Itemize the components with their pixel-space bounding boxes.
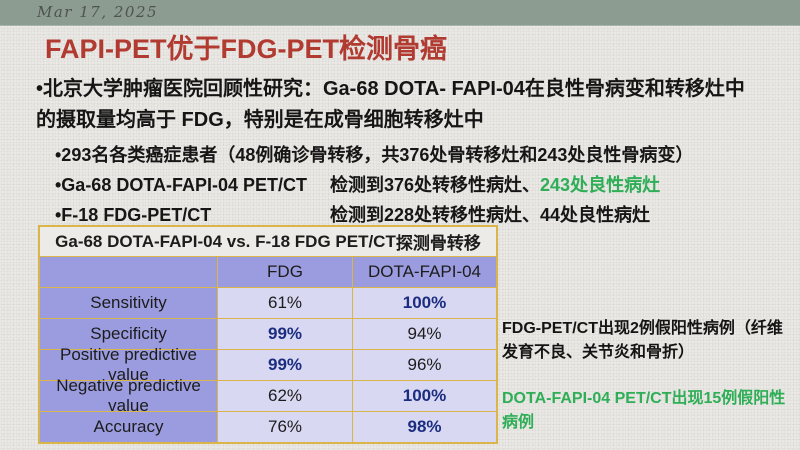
intro-paragraph: •北京大学肿瘤医院回顾性研究：Ga-68 DOTA- FAPI-04在良性骨病变…: [36, 74, 766, 136]
bullet-fapi: •Ga-68 DOTA-FAPI-04 PET/CT 检测到376处转移性病灶、…: [55, 170, 775, 200]
table-row-label: Sensitivity: [40, 288, 217, 318]
table-fdg-value: 99%: [218, 350, 352, 380]
table-header-fdg: FDG: [218, 257, 352, 287]
bullet-fdg-result: 检测到228处转移性病灶、44处良性病灶: [330, 205, 651, 225]
table-title-en: Ga-68 DOTA-FAPI-04 vs. F-18 FDG PET/CT: [55, 231, 396, 251]
table-row-label: Negative predictive value: [40, 376, 217, 415]
intro-line-1: •北京大学肿瘤医院回顾性研究：Ga-68 DOTA- FAPI-04在良性骨病变…: [36, 78, 745, 100]
table-row-label: Positive predictive value: [40, 345, 217, 384]
table-fapi-value: 94%: [353, 319, 496, 349]
bullet-fapi-result-highlight: 243处良性病灶: [540, 175, 661, 195]
table-fapi-value: 98%: [353, 412, 496, 442]
table-row-label: Accuracy: [40, 412, 217, 442]
slide-title: FAPI-PET优于FDG-PET检测骨癌: [45, 34, 448, 64]
bullet-fapi-label: •Ga-68 DOTA-FAPI-04 PET/CT: [55, 175, 308, 195]
bullet-patients-text: •293名各类癌症患者（48例确诊骨转移，共376处骨转移灶和243处良性骨病变…: [55, 145, 694, 165]
table-fapi-value: 100%: [353, 381, 496, 411]
table-fdg-value: 76%: [218, 412, 352, 442]
bullet-patients: •293名各类癌症患者（48例确诊骨转移，共376处骨转移灶和243处良性骨病变…: [55, 140, 775, 170]
table-header-corner: [40, 257, 217, 287]
fdg-false-positive-note: FDG-PET/CT出现2例假阳性病例（纤维发育不良、关节炎和骨折）: [502, 320, 783, 361]
bullet-fdg-label: •F-18 FDG-PET/CT: [55, 205, 212, 225]
bullet-fdg: •F-18 FDG-PET/CT 检测到228处转移性病灶、44处良性病灶: [55, 200, 775, 230]
table-fapi-value: 100%: [353, 288, 496, 318]
table-fdg-value: 61%: [218, 288, 352, 318]
top-date-bar: Mar 17, 2025: [0, 0, 800, 26]
bullet-fapi-result: 检测到376处转移性病灶、243处良性病灶: [330, 170, 660, 200]
table-fdg-value: 62%: [218, 381, 352, 411]
study-bullets: •293名各类癌症患者（48例确诊骨转移，共376处骨转移灶和243处良性骨病变…: [55, 140, 775, 230]
comparison-table-grid: Ga-68 DOTA-FAPI-04 vs. F-18 FDG PET/CT 探测…: [38, 225, 498, 444]
bullet-fapi-result-prefix: 检测到376处转移性病灶、: [330, 175, 541, 195]
intro-line-2: 的摄取量均高于 FDG，特别是在成骨细胞转移灶中: [36, 109, 484, 131]
table-fdg-value: 99%: [218, 319, 352, 349]
table-fapi-value: 96%: [353, 350, 496, 380]
table-header-fapi: DOTA-FAPI-04: [353, 257, 496, 287]
fapi-false-positive-note: DOTA-FAPI-04 PET/CT出现15例假阳性病例: [502, 390, 786, 431]
table-title-zh: 探测骨转移: [395, 234, 481, 253]
table-row-label: Specificity: [40, 319, 217, 349]
date-text: Mar 17, 2025: [37, 3, 159, 21]
table-title: Ga-68 DOTA-FAPI-04 vs. F-18 FDG PET/CT 探测…: [40, 227, 496, 256]
